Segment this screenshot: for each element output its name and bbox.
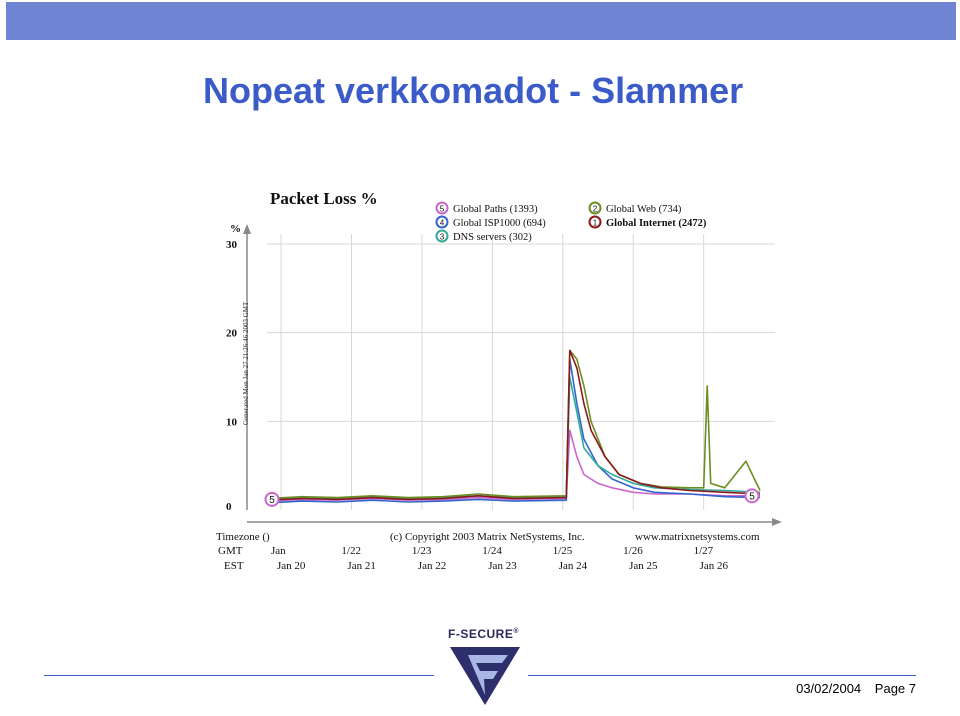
y-tick-label: 30 [226, 239, 238, 251]
chart-series [266, 349, 761, 504]
legend-entry: Global Paths (1393) [453, 204, 538, 215]
gmt-tick-label: 1/23 [412, 545, 432, 557]
est-tick-label: Jan 25 [629, 560, 658, 572]
series-line [266, 376, 761, 501]
est-tick-label: Jan 26 [700, 560, 729, 572]
end-marker [264, 491, 280, 507]
chart-title: Packet Loss % [270, 189, 378, 208]
x-axis-arrow-icon [772, 518, 782, 526]
est-tick-label: Jan 24 [559, 560, 588, 572]
legend-marker [435, 229, 449, 243]
footer: 03/02/2004 Page 7 [786, 681, 916, 696]
legend-number: 1 [593, 219, 598, 228]
website-note: www.matrixnetsystems.com [635, 531, 760, 543]
gmt-tick-label: 1/27 [694, 545, 714, 557]
y-axis-arrow-icon [243, 224, 251, 234]
legend-entry: Global Web (734) [606, 204, 682, 215]
legend-marker [588, 201, 602, 215]
gmt-tick-label: 1/25 [553, 545, 573, 557]
chart-grid [267, 234, 775, 510]
end-marker-number: 5 [269, 495, 275, 506]
y-axis-label: % [230, 223, 241, 235]
top-banner [6, 2, 956, 40]
footer-date: 03/02/2004 [796, 681, 862, 696]
est-tick-labels: Jan 20 Jan 21 Jan 22 Jan 23 Jan 24 Jan 25 Jan … [277, 560, 728, 572]
legend-entry: Global Internet (2472) [606, 218, 707, 229]
end-marker [744, 488, 760, 504]
f-secure-logo [450, 647, 520, 705]
logo-mark-icon [468, 655, 508, 695]
footer-page: Page 7 [874, 681, 916, 696]
gmt-tick-label: Jan [271, 545, 286, 557]
series-line [266, 429, 760, 502]
legend-marker [588, 215, 602, 229]
gmt-tick-label: 1/26 [623, 545, 643, 557]
chart-legend: 5 Global Paths (1393) 4 Global ISP1000 (694… [435, 201, 707, 243]
footer-line-left [44, 675, 434, 676]
footer-line-right [528, 675, 916, 676]
y-tick-label: 0 [226, 501, 232, 513]
logo-text: F-SECURE® [448, 627, 520, 641]
legend-entry: Global ISP1000 (694) [453, 218, 546, 229]
end-marker-number: 5 [749, 491, 755, 502]
gmt-label: GMT [218, 545, 243, 557]
series-line [266, 349, 761, 501]
legend-number: 4 [440, 219, 445, 228]
copyright-note: (c) Copyright 2003 Matrix NetSystems, In… [390, 531, 585, 543]
legend-marker [435, 201, 449, 215]
gmt-tick-label: 1/22 [341, 545, 361, 557]
series-line [266, 349, 761, 500]
est-label: EST [224, 560, 244, 572]
y-ticks: 0 10 20 30 [226, 239, 238, 513]
y-tick-label: 20 [226, 328, 238, 340]
gmt-tick-labels: Jan 1/22 1/23 1/24 1/25 1/26 1/27 [271, 545, 714, 557]
est-tick-label: Jan 22 [418, 560, 446, 572]
est-tick-label: Jan 21 [347, 560, 375, 572]
chart-axes [243, 224, 782, 526]
slide-title: Nopeat verkkomadot - Slammer [203, 70, 744, 111]
packet-loss-chart: Packet Loss % % Generated Mon Jan 27 21:… [216, 189, 782, 572]
est-tick-label: Jan 23 [488, 560, 517, 572]
y-tick-label: 10 [226, 416, 238, 428]
legend-number: 3 [440, 233, 445, 242]
series-line [266, 358, 761, 504]
legend-marker [435, 215, 449, 229]
est-tick-label: Jan 20 [277, 560, 306, 572]
legend-number: 2 [593, 205, 598, 214]
legend-number: 5 [440, 205, 445, 214]
legend-entry: DNS servers (302) [453, 232, 532, 243]
generated-note: Generated Mon Jan 27 21:26:46 2003 GMT [242, 301, 250, 425]
gmt-tick-label: 1/24 [482, 545, 502, 557]
timezone-label: Timezone () [216, 531, 270, 543]
